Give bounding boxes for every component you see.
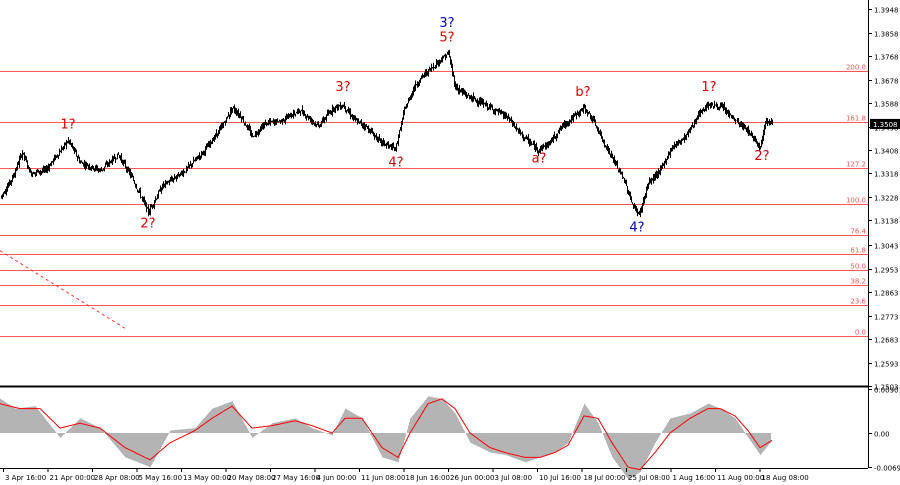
- osc-tick-label: -0.00697: [874, 465, 900, 473]
- price-tick-label: 1.3138: [874, 218, 899, 226]
- price-tick-label: 1.3043: [874, 243, 899, 251]
- price-tick-label: 1.3858: [874, 31, 899, 39]
- osc-tick-label: 0.00: [874, 431, 890, 439]
- dashed-trendline: [0, 250, 127, 330]
- price-tick-label: 1.2773: [874, 314, 899, 322]
- time-tick-label: 27 May 16:00: [272, 474, 320, 482]
- time-tick-label: 26 Jun 00:00: [450, 474, 494, 482]
- price-tick-label: 1.2593: [874, 361, 899, 369]
- time-tick-label: 13 May 00:00: [183, 474, 231, 482]
- time-tick-label: 1 Aug 16:00: [673, 474, 716, 482]
- wave-label: b?: [575, 85, 590, 100]
- wave-label: 1?: [60, 118, 75, 133]
- wave-label: 4?: [388, 155, 403, 170]
- fib-level-label: 38.2: [850, 278, 866, 286]
- price-tick-label: 1.2953: [874, 267, 899, 275]
- price-tick-label: 1.3678: [874, 78, 899, 86]
- wave-label: 2?: [140, 217, 155, 232]
- price-tick-label: 1.3228: [874, 195, 899, 203]
- trendline: [0, 250, 127, 330]
- fibonacci-labels: 200.0 161.8 127.2 100.0 76.4 61.8 50.0 38.2 23.6…: [846, 64, 867, 337]
- time-tick-label: 18 Jun 16:00: [406, 474, 450, 482]
- oscillator-histogram: [0, 396, 771, 480]
- time-tick-label: 20 May 08:00: [228, 474, 276, 482]
- price-tick-label: 1.3588: [874, 101, 899, 109]
- fib-level-label: 100.0: [846, 197, 866, 205]
- price-tick-label: 1.3768: [874, 54, 899, 62]
- oscillator-signal-line: [0, 398, 773, 471]
- fib-level-label: 23.6: [850, 298, 866, 306]
- candlesticks: [1, 49, 773, 218]
- oscillator-axis: 0.00901 0.00 -0.00697: [868, 387, 900, 473]
- time-tick-label: 18 Aug 08:00: [762, 474, 809, 482]
- fib-level-label: 76.4: [850, 228, 866, 236]
- fib-level-label: 61.8: [850, 247, 866, 255]
- fib-level-label: 161.8: [846, 115, 866, 123]
- wave-labels: 1?2?3?4?3?5?a?b?4?1?2?: [60, 16, 769, 236]
- time-tick-label: 18 Jul 00:00: [584, 474, 626, 482]
- price-tick-label: 1.2683: [874, 337, 899, 345]
- time-tick-label: 10 Jul 16:00: [539, 474, 581, 482]
- price-tick-label: 1.2503: [874, 384, 899, 392]
- wave-label: 4?: [629, 221, 644, 236]
- wave-label: 3?: [335, 80, 350, 95]
- time-tick-label: 11 Aug 00:00: [717, 474, 764, 482]
- current-price-marker: 1.3508: [870, 118, 900, 129]
- wave-label: 1?: [701, 80, 716, 95]
- time-tick-label: 3 Apr 16:00: [5, 474, 46, 482]
- oscillator-panel: 0.00901 0.00 -0.00697: [0, 387, 900, 480]
- current-price-label: 1.3508: [873, 121, 898, 129]
- price-tick-label: 1.3408: [874, 148, 899, 156]
- time-tick-label: 21 Apr 00:00: [50, 474, 96, 482]
- wave-label: 2?: [754, 149, 769, 164]
- time-tick-label: 28 Apr 08:00: [94, 474, 140, 482]
- current-price-box: [870, 118, 900, 129]
- fib-level-label: 0.0: [855, 329, 866, 337]
- wave-label: 5?: [439, 30, 454, 45]
- osc-tick-label: 0.00901: [874, 387, 900, 395]
- price-panel: 1?2?3?4?3?5?a?b?4?1?2? 200.0161.8127.210…: [0, 7, 900, 392]
- time-tick-label: 25 Jul 08:00: [628, 474, 670, 482]
- fib-level-label: 127.2: [846, 161, 866, 169]
- price-tick-label: 1.2863: [874, 290, 899, 298]
- fib-level-label: 50.0: [850, 263, 866, 271]
- wave-label: 3?: [439, 16, 454, 31]
- time-tick-label: 11 Jun 08:00: [361, 474, 405, 482]
- time-tick-label: 5 May 16:00: [139, 474, 183, 482]
- price-tick-label: 1.3948: [874, 7, 899, 15]
- fibonacci-levels: [0, 71, 868, 337]
- time-tick-label: 4 Jun 00:00: [317, 474, 357, 482]
- wave-label: a?: [532, 152, 547, 167]
- price-tick-label: 1.3318: [874, 171, 899, 179]
- time-tick-label: 3 Jul 08:00: [495, 474, 533, 482]
- fib-level-label: 200.0: [846, 64, 866, 72]
